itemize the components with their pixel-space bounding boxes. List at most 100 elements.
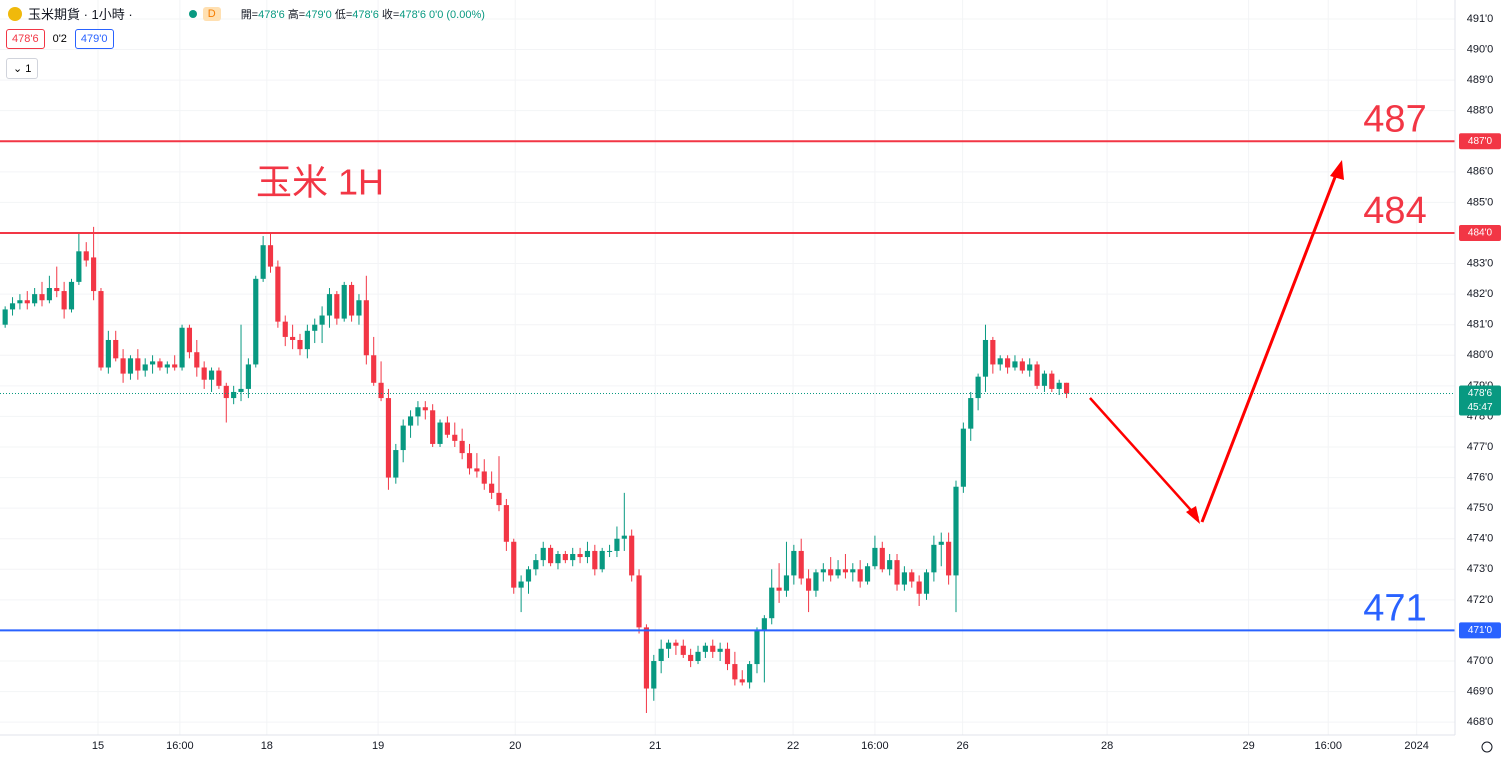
- candle-body: [349, 284, 355, 316]
- candle-body: [61, 291, 67, 310]
- x-tick-label: 28: [1101, 740, 1113, 752]
- x-tick-label: 20: [509, 740, 521, 752]
- candle-body: [474, 468, 480, 472]
- candle-body: [282, 321, 288, 337]
- candle-body: [452, 434, 458, 441]
- candle-body: [570, 554, 576, 561]
- x-tick-label: 29: [1242, 740, 1254, 752]
- lots-button[interactable]: ⌄ 1: [6, 58, 39, 79]
- x-tick-label: 16:00: [861, 740, 889, 752]
- candle-body: [363, 300, 369, 356]
- candle-body: [923, 572, 930, 594]
- candle-body: [894, 560, 900, 585]
- candle-body: [761, 618, 767, 631]
- trade-buttons: 478'6 0'2 479'0: [6, 29, 114, 49]
- candle-body: [149, 361, 156, 365]
- candle-body: [592, 550, 598, 570]
- candle-body: [946, 541, 952, 576]
- buy-button[interactable]: 479'0: [74, 29, 114, 49]
- candle-body: [665, 642, 672, 649]
- ohlc-value: 478'6: [399, 8, 426, 21]
- candle-body: [1034, 364, 1040, 386]
- grid: [0, 0, 1455, 735]
- ohlc-value: 478'6: [258, 8, 285, 21]
- candle-body: [857, 569, 863, 582]
- ohlc-label: 開=: [240, 8, 259, 21]
- candle-body: [710, 645, 716, 652]
- x-tick-label: 16:00: [166, 740, 194, 752]
- candle-body: [253, 278, 259, 365]
- candle-body: [879, 547, 885, 570]
- candle-body: [172, 364, 178, 368]
- candle-body: [496, 492, 502, 506]
- x-tick-label: 15: [92, 740, 104, 752]
- candle-body: [997, 358, 1003, 365]
- candle-body: [805, 578, 812, 591]
- candle-body: [828, 569, 834, 576]
- candle-body: [577, 554, 583, 558]
- candle-body: [990, 339, 996, 365]
- y-tick-label: 476'0: [1467, 471, 1494, 483]
- candle-body: [393, 450, 399, 478]
- candle-body: [1019, 361, 1025, 371]
- candle-body: [459, 440, 465, 454]
- candle-body: [326, 294, 333, 316]
- candle-body: [887, 560, 893, 570]
- candle-body: [489, 483, 495, 493]
- candle-body: [98, 291, 104, 368]
- candle-body: [798, 550, 804, 579]
- last-price-label: 478'6: [1468, 388, 1493, 399]
- candle-body: [820, 569, 826, 573]
- candle-body: [1005, 358, 1011, 368]
- arrow: [1200, 171, 1339, 523]
- y-tick-label: 483'0: [1467, 257, 1494, 269]
- candle-body: [864, 566, 871, 582]
- level-label: 487: [1363, 98, 1426, 140]
- candle-body: [688, 654, 694, 662]
- level-badge-label: 487'0: [1468, 136, 1493, 147]
- candle-body: [909, 572, 915, 582]
- candle-body: [606, 550, 613, 552]
- candle-body: [39, 294, 45, 301]
- candle-body: [673, 642, 679, 646]
- x-tick-label: 26: [957, 740, 969, 752]
- candle-body: [194, 352, 200, 368]
- candle-body: [17, 300, 23, 304]
- candle-body: [548, 547, 554, 564]
- settings-icon[interactable]: [1481, 741, 1493, 753]
- badge: D: [202, 6, 221, 21]
- candle-body: [437, 422, 443, 444]
- candle-body: [511, 541, 517, 588]
- level-label: 471: [1363, 587, 1426, 629]
- candle-body: [46, 288, 52, 301]
- candle-body: [76, 251, 82, 282]
- candle-body: [245, 364, 251, 389]
- candle-body: [1056, 382, 1062, 389]
- candle-body: [754, 630, 760, 665]
- candle-body: [518, 581, 524, 588]
- symbol: 玉米期貨 · 1小時 ·: [28, 7, 133, 22]
- candle-body: [83, 251, 89, 261]
- candle-body: [901, 572, 907, 585]
- ohlc-label: 高=: [287, 8, 306, 21]
- candle-body: [260, 245, 266, 279]
- candle-body: [68, 281, 75, 310]
- candle-body: [430, 410, 436, 444]
- ohlc-label: 收=: [381, 8, 400, 21]
- x-tick-label: 18: [261, 740, 273, 752]
- candle-body: [297, 339, 303, 350]
- sell-button[interactable]: 478'6: [6, 29, 45, 49]
- candle-body: [275, 266, 281, 322]
- candle-body: [113, 339, 119, 359]
- plot: 487 484 471: [0, 98, 1455, 713]
- candle-body: [968, 398, 974, 429]
- candle-body: [267, 245, 274, 267]
- candle-body: [223, 385, 229, 399]
- candle-body: [9, 303, 16, 310]
- candle-body: [216, 370, 222, 386]
- y-tick-label: 485'0: [1467, 196, 1494, 208]
- candle-body: [982, 339, 989, 377]
- candle-body: [319, 315, 325, 325]
